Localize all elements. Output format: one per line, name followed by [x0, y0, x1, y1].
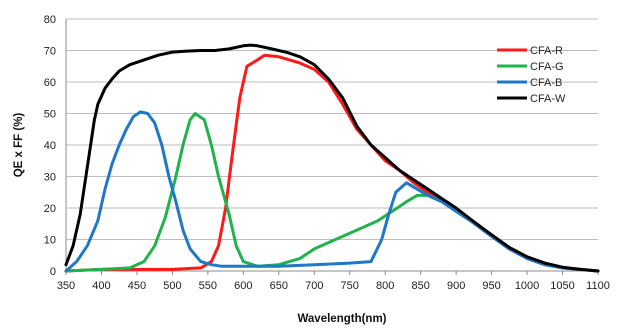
- x-tick-label: 400: [92, 280, 110, 292]
- legend-label-cfa-w: CFA-W: [530, 93, 566, 105]
- x-tick-label: 1000: [515, 280, 539, 292]
- y-tick-label: 40: [44, 140, 56, 152]
- x-tick-label: 850: [411, 280, 429, 292]
- x-axis-title: Wavelength(nm): [297, 313, 386, 325]
- y-tick-label: 70: [44, 46, 56, 58]
- x-tick-label: 800: [376, 280, 394, 292]
- x-tick-label: 750: [341, 280, 359, 292]
- x-tick-label: 650: [270, 280, 288, 292]
- y-axis-title: QE x FF (%): [13, 113, 25, 178]
- y-tick-label: 80: [44, 14, 56, 26]
- legend-label-cfa-g: CFA-G: [530, 61, 564, 73]
- legend-label-cfa-r: CFA-R: [530, 45, 563, 57]
- series-line-cfa-w: [64, 43, 600, 273]
- x-tick-label: 1050: [550, 280, 574, 292]
- x-tick-label: 600: [234, 280, 252, 292]
- y-tick-label: 10: [44, 235, 56, 247]
- y-tick-label: 60: [44, 77, 56, 89]
- grid-lines: [66, 18, 598, 240]
- x-tick-labels: 350 400 450 500 550 600 650 700 750 800 850 900 950 1…: [57, 280, 610, 292]
- y-tick-label: 0: [50, 266, 56, 278]
- series-line-cfa-g: [64, 112, 600, 273]
- x-tick-label: 950: [482, 280, 500, 292]
- y-tick-label: 20: [44, 203, 56, 215]
- series-line-cfa-r: [64, 53, 600, 273]
- x-tick-label: 700: [305, 280, 323, 292]
- x-tick-label: 350: [57, 280, 75, 292]
- x-tick-label: 900: [447, 280, 465, 292]
- x-tick-label: 1100: [586, 280, 610, 292]
- x-tick-label: 500: [163, 280, 181, 292]
- y-tick-label: 30: [44, 172, 56, 184]
- series-lines: [64, 43, 600, 273]
- y-tick-labels: 0 10 20 30 40 50 60 70 80: [44, 14, 56, 278]
- legend: CFA-R CFA-G CFA-B CFA-W: [497, 45, 566, 105]
- y-tick-label: 50: [44, 109, 56, 121]
- x-tick-label: 550: [199, 280, 217, 292]
- axes: [65, 19, 599, 275]
- x-tick-label: 450: [128, 280, 146, 292]
- legend-label-cfa-b: CFA-B: [530, 77, 562, 89]
- series-line-cfa-b: [64, 110, 600, 273]
